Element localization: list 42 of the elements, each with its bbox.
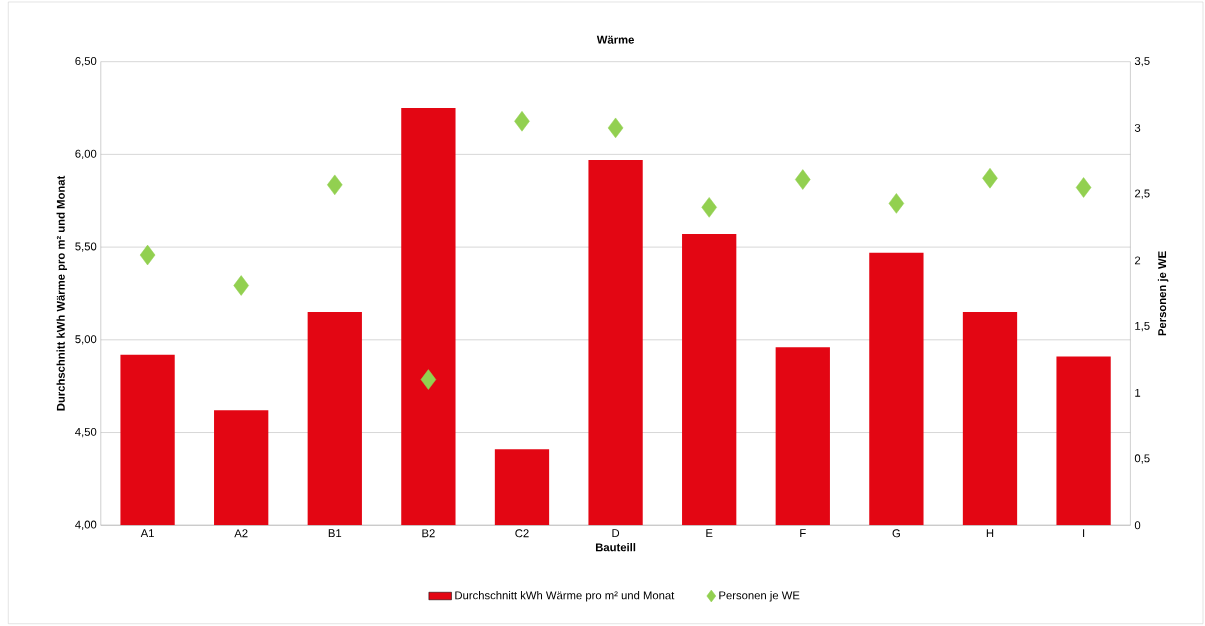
point — [327, 174, 343, 196]
x-tick-label: F — [800, 529, 806, 538]
x-tick-label: D — [612, 529, 620, 538]
x-tick-label: B1 — [328, 529, 342, 538]
x-tick-label: E — [706, 529, 713, 538]
point — [888, 193, 905, 214]
point — [982, 168, 998, 189]
point — [795, 169, 811, 190]
point — [701, 197, 717, 218]
point — [139, 244, 156, 266]
x-tick-label: C2 — [515, 529, 529, 538]
point — [420, 369, 437, 390]
y2-tick-label: 1 — [1135, 389, 1141, 397]
x-tick-label: A1 — [140, 529, 154, 538]
point — [233, 275, 249, 296]
y-axis-title: Durchschnitt kWh Wärme pro m² und Monat — [56, 175, 68, 411]
point — [607, 117, 624, 139]
x-axis-title: Bauteill — [595, 543, 636, 552]
y-tick-label: 5,50 — [75, 242, 97, 252]
point — [1075, 177, 1092, 198]
y2-axis-title: Personen je WE — [1157, 251, 1169, 336]
y-tick-label: 4,50 — [75, 428, 97, 438]
chart-title: Wärme — [596, 35, 634, 44]
x-tick-label: H — [986, 529, 994, 538]
point — [514, 111, 530, 132]
legend-label: Personen je WE — [719, 591, 800, 602]
y2-tick-label: 2 — [1134, 256, 1141, 265]
y2-tick-label: 2,5 — [1134, 189, 1150, 199]
legend-label: Durchschnitt kWh Wärme pro m² und Monat — [455, 591, 675, 602]
y-tick-label: 4,00 — [75, 520, 97, 531]
y-tick-label: 6,50 — [75, 57, 97, 67]
x-tick-label: A2 — [234, 529, 248, 538]
y-tick-label: 6,00 — [75, 149, 97, 160]
y-tick-label: 5,00 — [75, 335, 97, 345]
y2-tick-label: 3 — [1134, 124, 1141, 133]
y2-tick-label: 3,5 — [1134, 57, 1150, 67]
y2-tick-label: 0 — [1134, 521, 1141, 530]
y2-tick-label: 1,5 — [1135, 322, 1150, 332]
x-tick-label: G — [892, 529, 900, 538]
x-tick-label: B2 — [422, 529, 435, 538]
y2-tick-label: 0,5 — [1134, 454, 1150, 464]
x-tick-label: I — [1083, 529, 1085, 538]
